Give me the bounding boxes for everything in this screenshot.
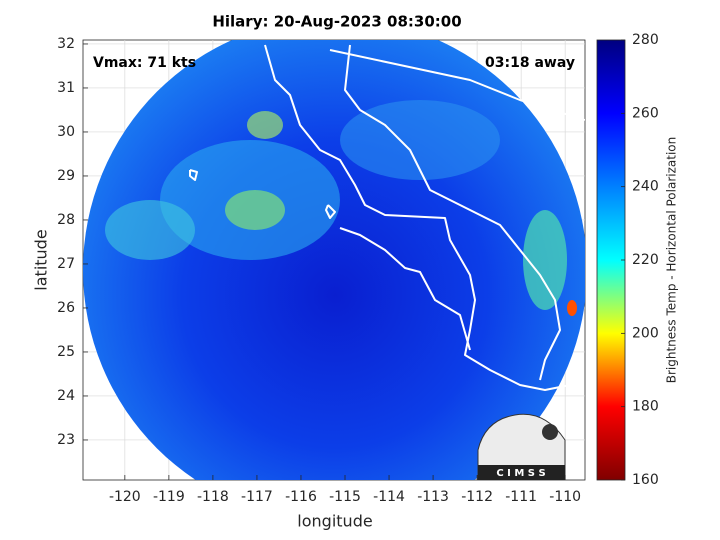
chart-title: Hilary: 20-Aug-2023 08:30:00 xyxy=(212,13,461,31)
x-tick-label: -119 xyxy=(153,489,185,505)
x-tick-label: -118 xyxy=(197,489,229,505)
annotation: 03:18 away xyxy=(485,55,575,71)
logo-text: C I M S S xyxy=(496,468,545,479)
colorbar-tick-label: 240 xyxy=(632,179,659,195)
x-tick-label: -117 xyxy=(241,489,273,505)
x-tick-label: -116 xyxy=(285,489,317,505)
colorbar-tick-label: 260 xyxy=(632,105,659,121)
colorbar xyxy=(596,39,626,481)
x-tick-label: -110 xyxy=(549,489,581,505)
x-tick-label: -112 xyxy=(461,489,493,505)
colorbar-tick-label: 180 xyxy=(632,399,659,415)
annotation: Vmax: 71 kts xyxy=(93,55,196,71)
y-tick-label: 24 xyxy=(57,388,75,404)
colorbar-label: Brightness Temp - Horizontal Polarizatio… xyxy=(665,137,679,384)
x-tick-label: -111 xyxy=(505,489,537,505)
x-axis-label: longitude xyxy=(297,512,372,531)
y-axis-label: latitude xyxy=(32,229,51,290)
y-tick-label: 27 xyxy=(57,256,75,272)
y-tick-label: 25 xyxy=(57,344,75,360)
x-tick-label: -115 xyxy=(329,489,361,505)
x-tick-label: -114 xyxy=(373,489,405,505)
colorbar-tick-label: 200 xyxy=(632,325,659,341)
y-tick-label: 29 xyxy=(57,168,75,184)
y-tick-label: 31 xyxy=(57,80,75,96)
colorbar-tick-label: 160 xyxy=(632,472,659,488)
y-tick-label: 30 xyxy=(57,124,75,140)
y-tick-label: 28 xyxy=(57,212,75,228)
colorbar-tick-label: 220 xyxy=(632,252,659,268)
x-tick-label: -113 xyxy=(417,489,449,505)
y-tick-label: 32 xyxy=(57,36,75,52)
y-tick-label: 26 xyxy=(57,300,75,316)
colorbar-tick-label: 280 xyxy=(632,32,659,48)
y-tick-label: 23 xyxy=(57,432,75,448)
x-tick-label: -120 xyxy=(109,489,141,505)
satellite-image xyxy=(83,40,585,480)
